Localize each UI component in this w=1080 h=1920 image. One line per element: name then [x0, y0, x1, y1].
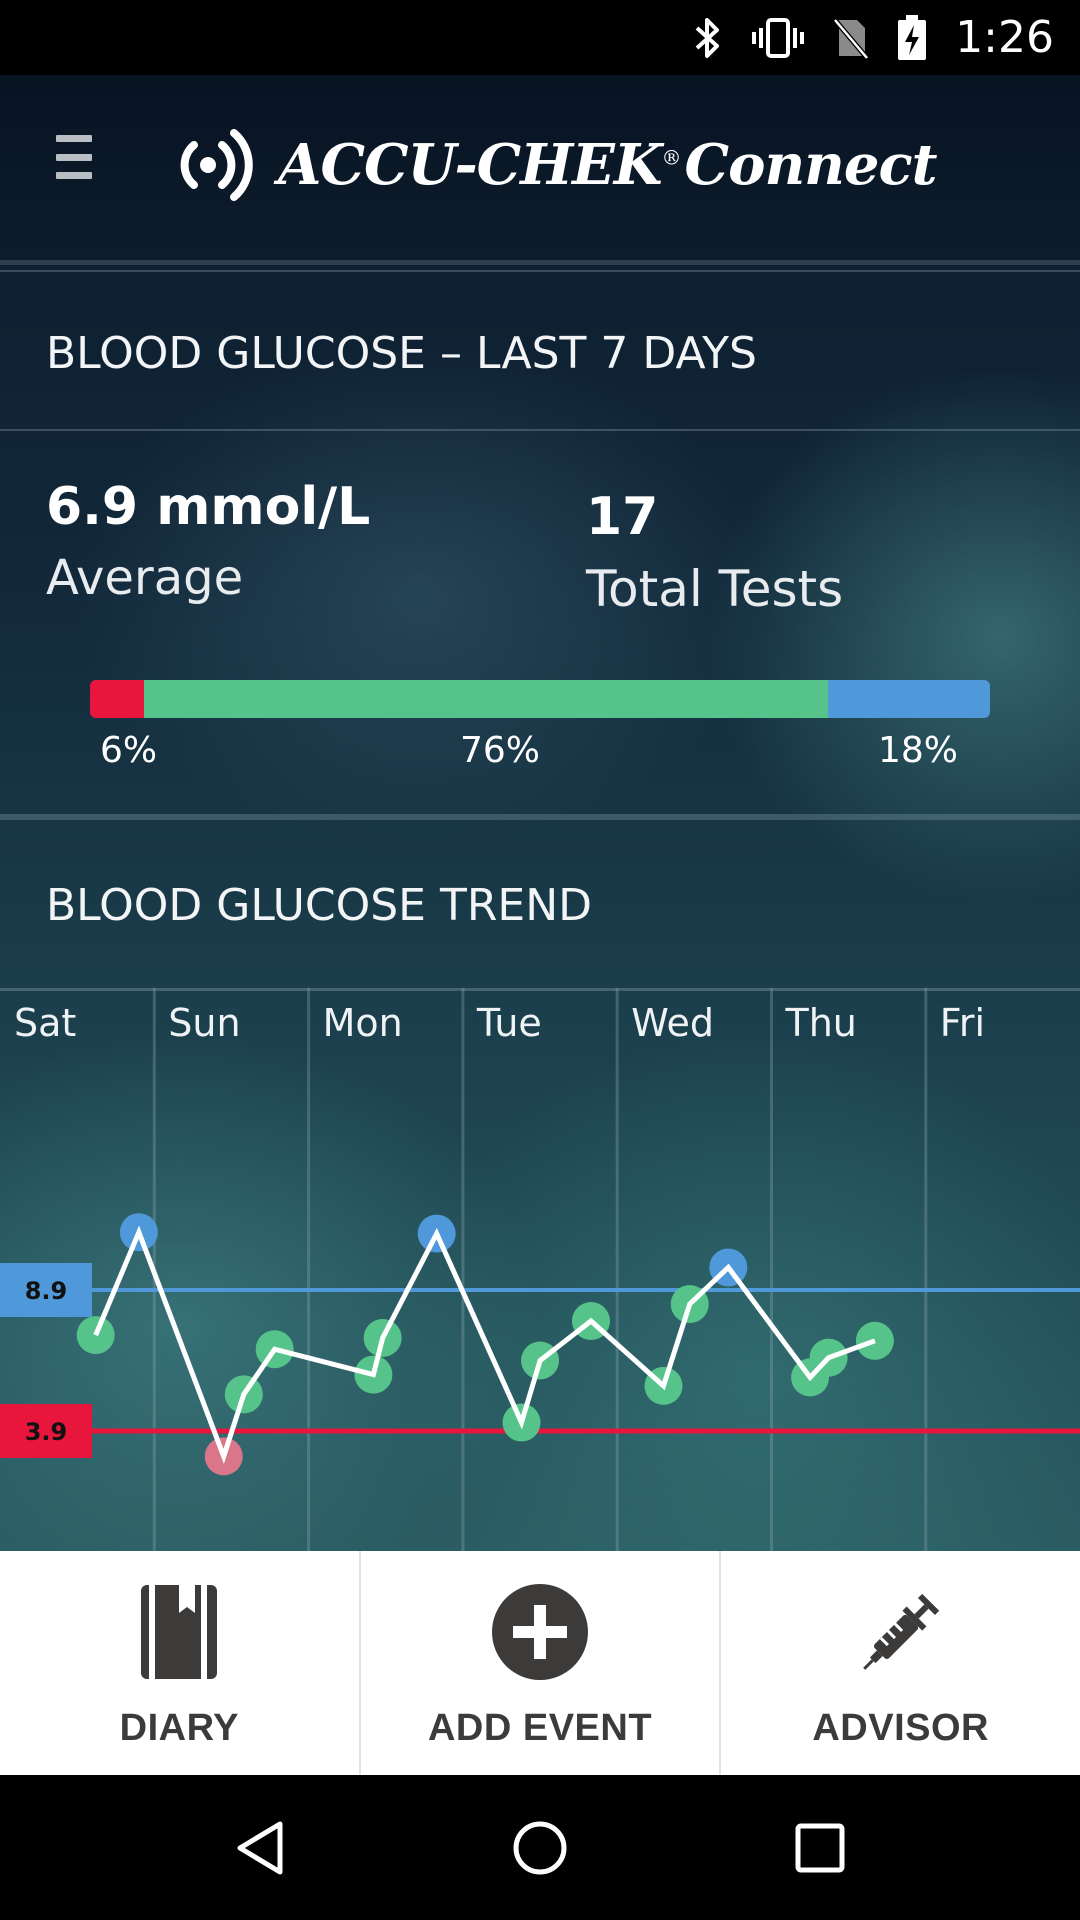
brand-wordmark: ACCU-CHEK®Connect: [278, 132, 938, 198]
advisor-label: ADVISOR: [812, 1707, 989, 1749]
low-percent-label: 6%: [100, 730, 158, 771]
upper-threshold-line: [0, 1288, 1080, 1292]
average-label: Average: [46, 550, 244, 606]
app-background: [0, 75, 1080, 1551]
day-label: Tue: [476, 1001, 542, 1045]
day-separator: [924, 988, 928, 1551]
add-event-label: ADD EVENT: [427, 1707, 653, 1749]
total-tests-value: 17: [586, 487, 659, 547]
in-range-segment: [144, 680, 828, 718]
day-label: Thu: [785, 1001, 857, 1045]
divider: [0, 814, 1080, 820]
back-icon[interactable]: [230, 1818, 290, 1878]
lower-threshold-label: 3.9: [25, 1418, 68, 1446]
bottom-nav: DIARY ADD EVENT: [0, 1551, 1080, 1775]
bluetooth-icon: [695, 17, 720, 58]
day-separator: [307, 988, 311, 1551]
glucose-trend-chart[interactable]: Sat Sun Mon Tue Wed Thu Fri 8.9 3.9: [0, 988, 1080, 1551]
lower-threshold-badge: [0, 1404, 92, 1458]
divider: [0, 429, 1080, 431]
brand-sub-text: Connect: [684, 132, 938, 198]
trend-chart-svg: Sat Sun Mon Tue Wed Thu Fri 8.9 3.9: [0, 988, 1080, 1551]
diary-button[interactable]: DIARY: [0, 1551, 361, 1775]
add-event-button[interactable]: ADD EVENT: [361, 1551, 722, 1775]
summary-title: BLOOD GLUCOSE – LAST 7 DAYS: [46, 328, 757, 379]
app-header: ACCU-CHEK®Connect: [0, 75, 1080, 265]
menu-icon[interactable]: [56, 135, 92, 179]
no-sim-icon: [833, 17, 870, 60]
high-range-segment: [828, 680, 990, 718]
glucose-range-bar: [90, 680, 990, 718]
day-separator: [615, 988, 619, 1551]
day-label: Sun: [168, 1001, 240, 1045]
brand-logo: ACCU-CHEK®Connect: [172, 115, 938, 215]
upper-threshold-badge: [0, 1263, 92, 1317]
status-time: 1:26: [955, 12, 1054, 63]
total-tests-label: Total Tests: [586, 560, 844, 618]
average-value: 6.9 mmol/L: [46, 477, 371, 537]
chart-top-border: [0, 988, 1080, 991]
day-label: Sat: [14, 1001, 76, 1045]
system-nav-bar: [0, 1775, 1080, 1920]
advisor-button[interactable]: ADVISOR: [721, 1551, 1080, 1775]
low-range-segment: [90, 680, 144, 718]
status-bar: 1:26: [0, 0, 1080, 75]
high-percent-label: 18%: [878, 730, 959, 771]
plus-circle-icon: [491, 1581, 589, 1683]
diary-label: DIARY: [119, 1707, 239, 1749]
diary-book-icon: [139, 1581, 219, 1683]
divider: [0, 270, 1080, 272]
syringe-icon: [853, 1581, 949, 1683]
day-separator: [461, 988, 465, 1551]
brand-registered-mark: ®: [661, 145, 682, 170]
recents-icon[interactable]: [790, 1818, 850, 1878]
battery-charging-icon: [898, 14, 927, 60]
lower-threshold-line: [0, 1428, 1080, 1434]
day-separator: [770, 988, 773, 1551]
day-label: Wed: [631, 1001, 714, 1045]
brand-main-text: ACCU-CHEK: [278, 132, 663, 198]
glucose-reading-point: [76, 1316, 115, 1355]
glucose-trend-line: [93, 1225, 876, 1464]
trend-title: BLOOD GLUCOSE TREND: [46, 880, 593, 931]
day-label: Fri: [940, 1001, 985, 1045]
vibrate-icon: [752, 17, 805, 58]
upper-threshold-label: 8.9: [25, 1277, 68, 1305]
home-icon[interactable]: [510, 1818, 570, 1878]
day-label: Mon: [323, 1001, 403, 1045]
in-range-percent-label: 76%: [460, 730, 541, 771]
signal-logo-icon: [180, 129, 253, 201]
